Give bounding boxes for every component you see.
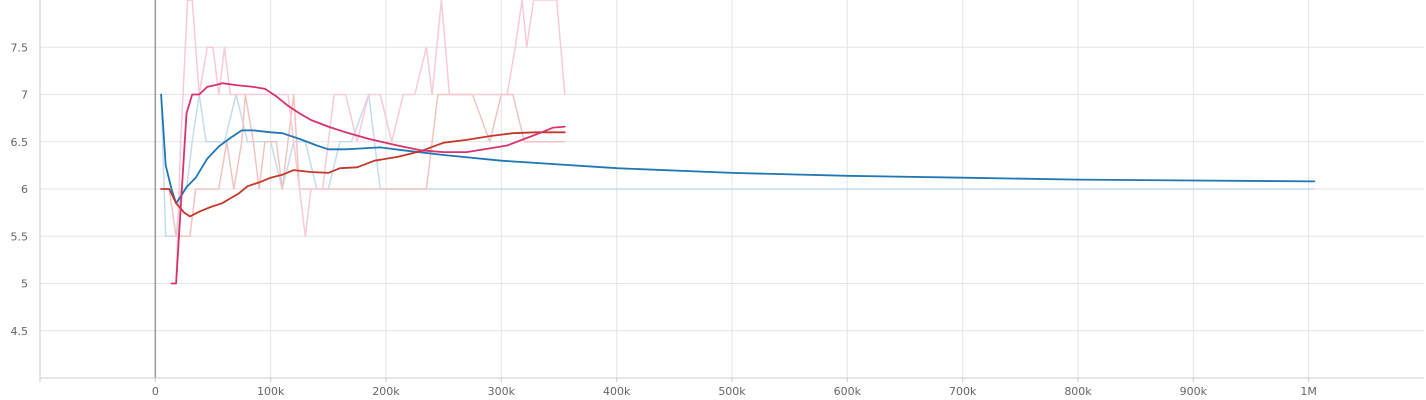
y-tick-label: 7.5 xyxy=(11,41,29,54)
x-tick-label: 100k xyxy=(257,385,285,398)
x-tick-label: 500k xyxy=(718,385,746,398)
smoothed-series-lines xyxy=(160,82,1316,285)
x-tick-label: 900k xyxy=(1180,385,1208,398)
raw-series-line-1 xyxy=(160,93,1315,238)
x-tick-label: 700k xyxy=(949,385,977,398)
x-tick-label: 400k xyxy=(603,385,631,398)
raw-series-line-2 xyxy=(161,93,565,238)
axes xyxy=(39,0,1424,382)
x-tick-labels: 0 100k 200k 300k 400k 500k 600k 700k 800k 900k 1M xyxy=(152,385,1317,398)
smoothed-series-line-1[interactable] xyxy=(160,93,1316,205)
smoothed-series-line-2[interactable] xyxy=(160,131,566,218)
smoothed-series-line-3[interactable] xyxy=(170,82,566,285)
x-tick-label: 200k xyxy=(372,385,400,398)
x-tick-label: 600k xyxy=(834,385,862,398)
x-tick-label: 1M xyxy=(1300,385,1317,398)
y-tick-label: 7 xyxy=(21,89,28,102)
y-tick-label: 6 xyxy=(21,183,28,196)
y-tick-label: 5.5 xyxy=(11,230,29,243)
y-tick-label: 5 xyxy=(21,278,28,291)
raw-series-line-3 xyxy=(171,0,566,285)
y-tick-label: 4.5 xyxy=(11,325,29,338)
raw-series-lines xyxy=(160,0,1315,285)
x-tick-label: 300k xyxy=(488,385,516,398)
y-tick-label: 6.5 xyxy=(11,136,29,149)
y-tick-labels: 4.5 5 5.5 6 6.5 7 7.5 xyxy=(11,41,29,338)
x-tick-label: 800k xyxy=(1064,385,1092,398)
x-tick-label: 0 xyxy=(152,385,159,398)
